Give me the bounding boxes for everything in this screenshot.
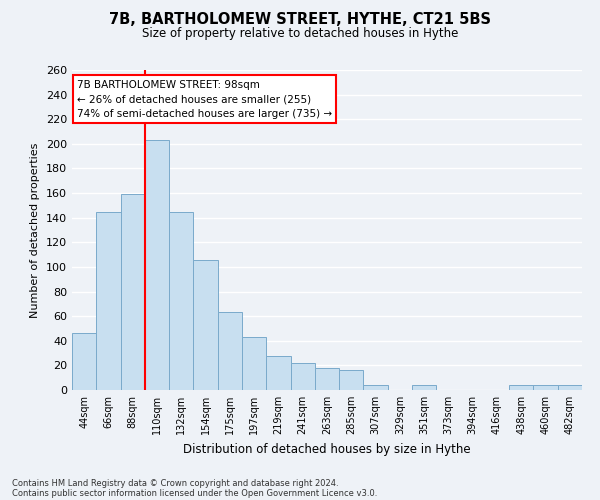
Bar bbox=[315, 368, 339, 390]
Bar bbox=[509, 385, 533, 390]
Bar bbox=[290, 363, 315, 390]
Text: 7B BARTHOLOMEW STREET: 98sqm
← 26% of detached houses are smaller (255)
74% of s: 7B BARTHOLOMEW STREET: 98sqm ← 26% of de… bbox=[77, 80, 332, 119]
X-axis label: Distribution of detached houses by size in Hythe: Distribution of detached houses by size … bbox=[183, 442, 471, 456]
Y-axis label: Number of detached properties: Number of detached properties bbox=[31, 142, 40, 318]
Bar bbox=[169, 212, 193, 390]
Bar bbox=[193, 260, 218, 390]
Text: 7B, BARTHOLOMEW STREET, HYTHE, CT21 5BS: 7B, BARTHOLOMEW STREET, HYTHE, CT21 5BS bbox=[109, 12, 491, 28]
Bar bbox=[339, 370, 364, 390]
Bar bbox=[72, 334, 96, 390]
Bar bbox=[96, 212, 121, 390]
Bar bbox=[145, 140, 169, 390]
Bar bbox=[533, 385, 558, 390]
Bar bbox=[218, 312, 242, 390]
Text: Contains public sector information licensed under the Open Government Licence v3: Contains public sector information licen… bbox=[12, 488, 377, 498]
Bar bbox=[121, 194, 145, 390]
Bar bbox=[266, 356, 290, 390]
Bar bbox=[364, 385, 388, 390]
Text: Size of property relative to detached houses in Hythe: Size of property relative to detached ho… bbox=[142, 28, 458, 40]
Bar bbox=[412, 385, 436, 390]
Text: Contains HM Land Registry data © Crown copyright and database right 2024.: Contains HM Land Registry data © Crown c… bbox=[12, 478, 338, 488]
Bar bbox=[242, 337, 266, 390]
Bar bbox=[558, 385, 582, 390]
